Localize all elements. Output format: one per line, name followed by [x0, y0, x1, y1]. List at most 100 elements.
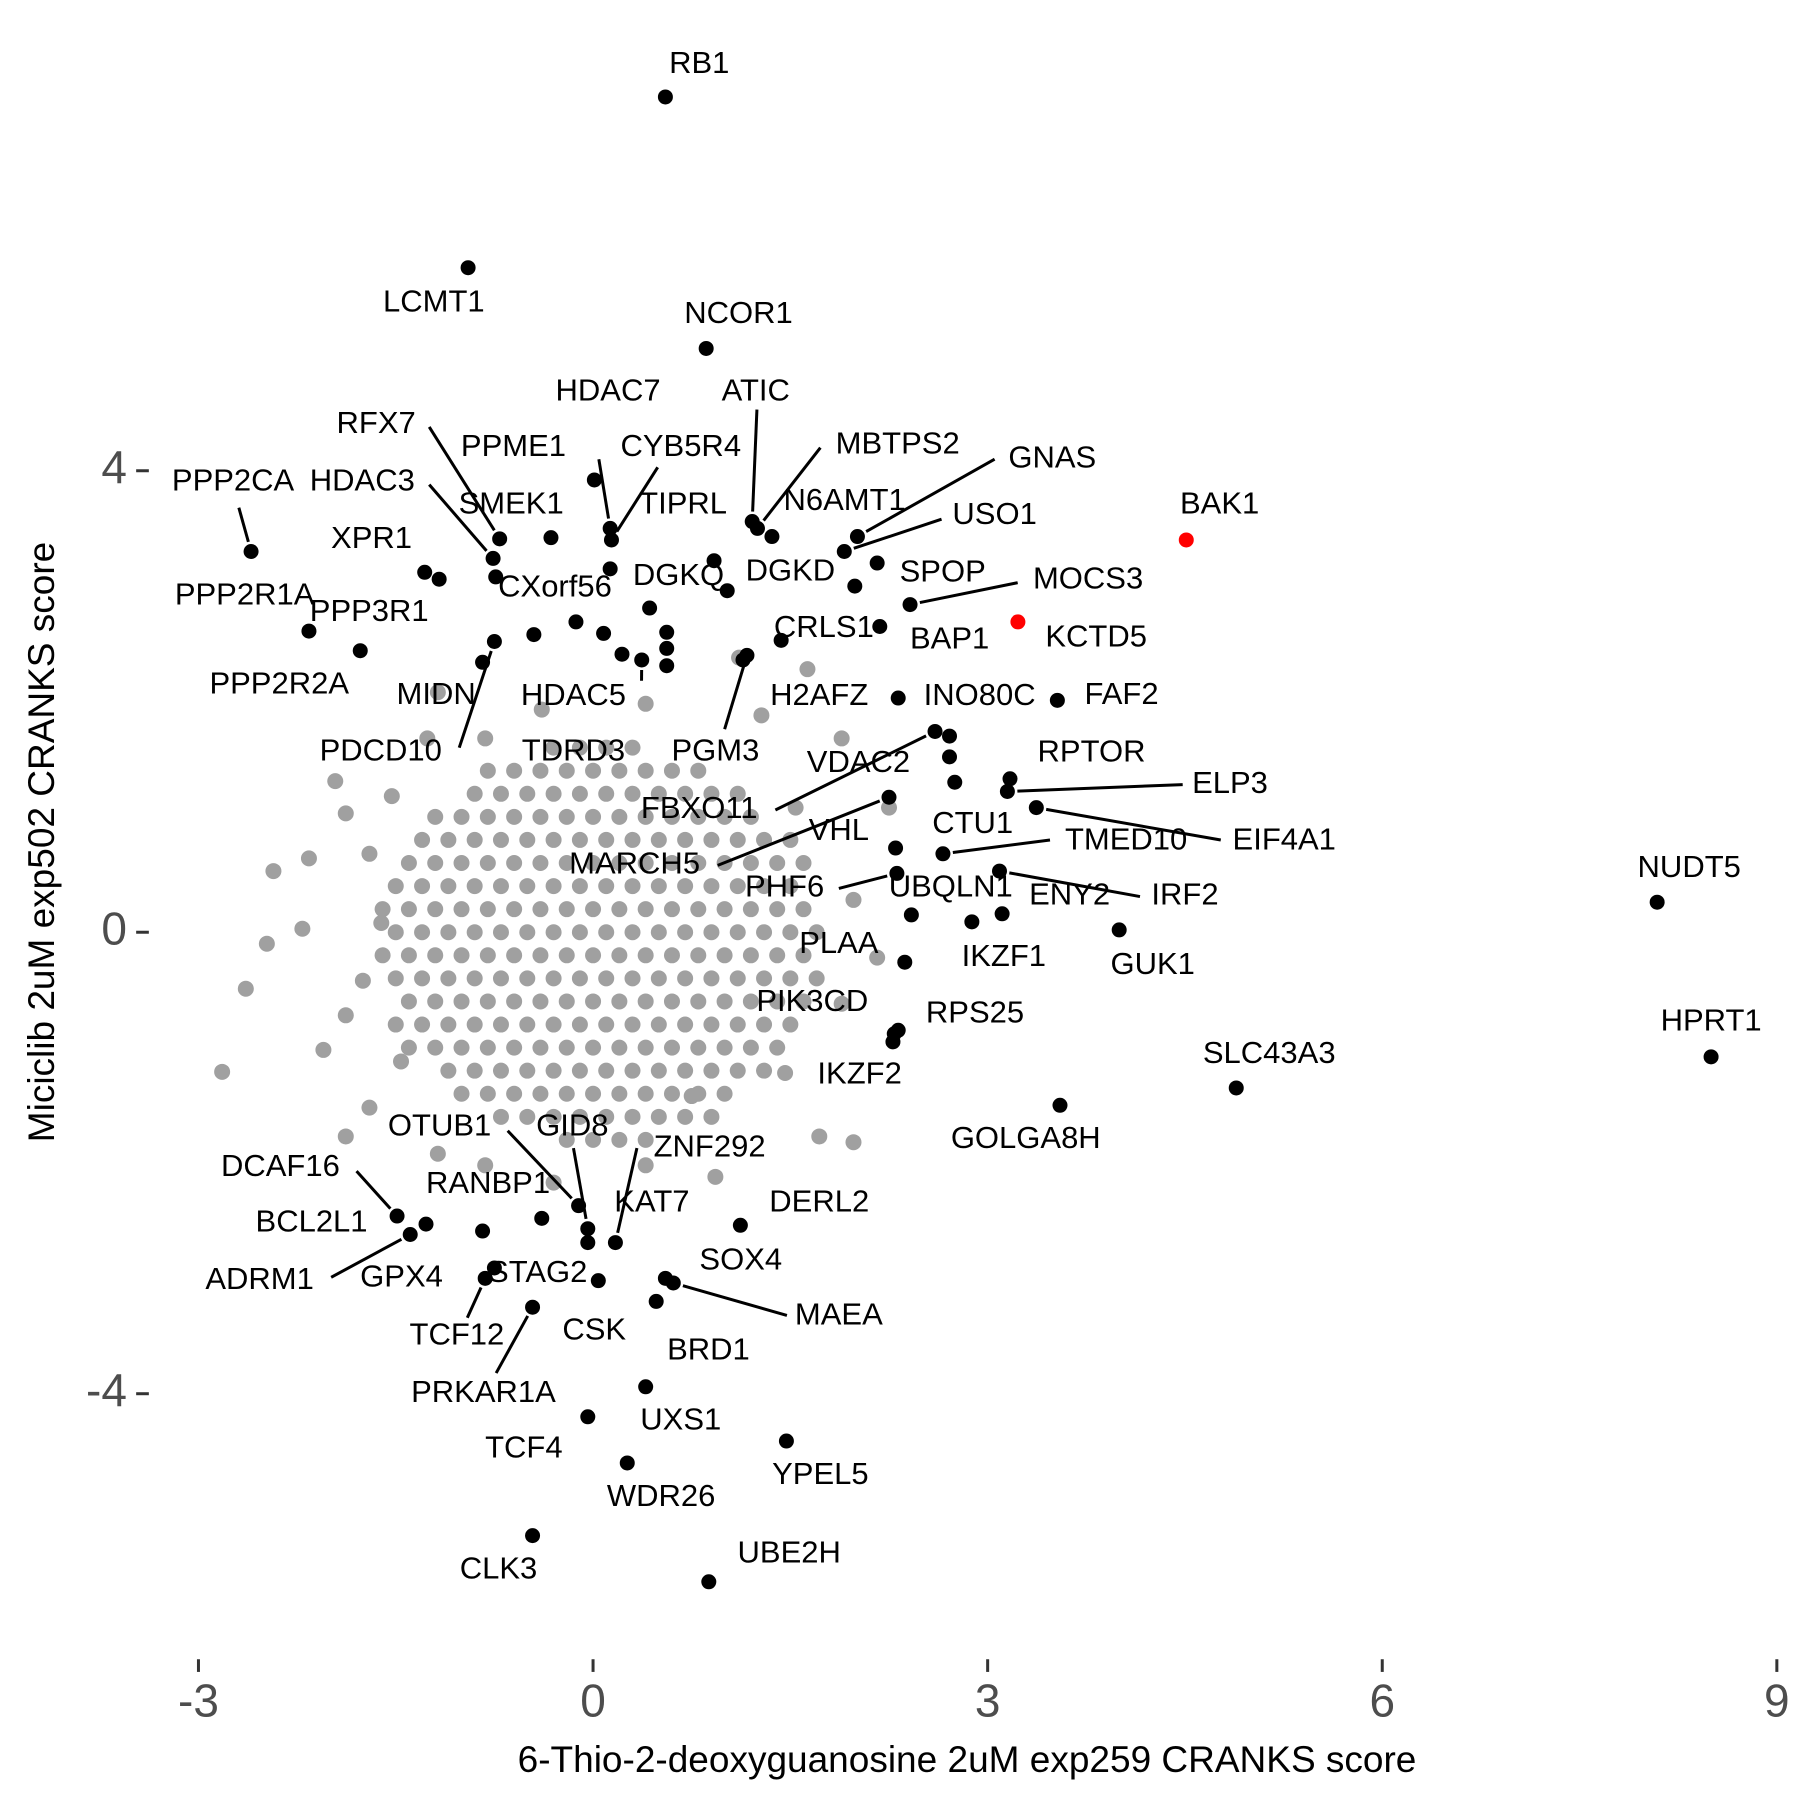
gene-point	[1178, 532, 1194, 548]
background-point	[571, 1016, 588, 1033]
gene-point	[460, 260, 476, 276]
background-point	[729, 970, 746, 987]
background-point	[611, 808, 628, 825]
gene-label: UBE2H	[738, 1534, 841, 1569]
background-point	[637, 947, 654, 964]
gene-label: HDAC7	[556, 372, 661, 407]
gene-label: TMED10	[1065, 821, 1187, 856]
leader-line	[853, 517, 943, 550]
background-point	[532, 808, 549, 825]
gene-label: FBXO11	[641, 790, 758, 825]
background-point	[400, 947, 417, 964]
gene-label: FAF2	[1084, 676, 1158, 711]
background-point	[703, 1108, 720, 1125]
background-point	[677, 970, 694, 987]
background-point	[479, 1085, 496, 1102]
background-point	[466, 831, 483, 848]
leader-line	[457, 650, 493, 749]
leader-line	[1009, 871, 1141, 899]
background-point	[742, 993, 759, 1010]
background-point	[769, 901, 786, 918]
background-point	[427, 993, 444, 1010]
gene-point	[642, 600, 658, 616]
gene-label: PPP2CA	[172, 462, 295, 497]
background-point	[571, 970, 588, 987]
background-point	[440, 831, 457, 848]
background-point	[650, 785, 667, 802]
background-point	[707, 1168, 724, 1185]
background-point	[690, 762, 707, 779]
leader-line	[615, 466, 659, 533]
gene-point	[732, 1217, 748, 1233]
gene-point	[1052, 1097, 1068, 1113]
background-point	[716, 808, 733, 825]
background-point	[571, 924, 588, 941]
gene-point	[659, 624, 675, 640]
gene-label: SPOP	[900, 554, 986, 589]
background-point	[440, 970, 457, 987]
background-point	[637, 855, 654, 872]
background-point	[440, 878, 457, 895]
background-point	[585, 762, 602, 779]
gene-point	[927, 723, 943, 739]
background-point	[598, 970, 615, 987]
gene-label: ELP3	[1192, 765, 1268, 800]
leader-line	[774, 734, 927, 812]
background-point	[427, 901, 444, 918]
background-point	[729, 831, 746, 848]
background-point	[545, 970, 562, 987]
gene-label: ADRM1	[205, 1261, 314, 1296]
gene-label: GID8	[536, 1107, 608, 1142]
background-point	[337, 1128, 354, 1145]
background-point	[506, 947, 523, 964]
background-point	[742, 947, 759, 964]
background-point	[545, 1108, 562, 1125]
gene-label: HDAC5	[521, 677, 626, 712]
gene-point	[897, 954, 913, 970]
gene-label: N6AMT1	[783, 482, 905, 517]
background-point	[799, 661, 816, 678]
background-point	[811, 1128, 828, 1145]
background-point	[492, 970, 509, 987]
gene-label: MARCH5	[569, 846, 700, 881]
leader-line	[427, 426, 496, 532]
background-point	[624, 1062, 641, 1079]
gene-point	[243, 544, 259, 560]
background-point	[479, 993, 496, 1010]
background-point	[453, 808, 470, 825]
gene-label: PPP3R1	[310, 593, 429, 628]
background-point	[782, 878, 799, 895]
gene-label: SOX4	[699, 1241, 782, 1276]
background-point	[598, 1108, 615, 1125]
background-point	[611, 1131, 628, 1148]
gene-point	[475, 1223, 491, 1239]
background-point	[833, 995, 850, 1012]
background-point	[506, 762, 523, 779]
gene-point	[648, 1293, 664, 1309]
background-point	[637, 1085, 654, 1102]
gene-point	[634, 652, 650, 668]
background-point	[477, 730, 494, 747]
gene-label: IRF2	[1151, 877, 1218, 912]
gene-point	[568, 614, 584, 630]
gene-label: SMEK1	[459, 486, 564, 521]
background-point	[663, 1085, 680, 1102]
gene-label: RPTOR	[1038, 734, 1146, 769]
background-point	[387, 924, 404, 941]
background-point	[690, 993, 707, 1010]
background-point	[611, 1085, 628, 1102]
gene-label: RFX7	[337, 405, 416, 440]
background-point	[466, 924, 483, 941]
background-point	[585, 993, 602, 1010]
x-tick-label: 3	[975, 1674, 1001, 1726]
leader-line	[355, 1170, 392, 1210]
gene-label: GUK1	[1110, 946, 1194, 981]
gene-label: BRD1	[667, 1331, 750, 1366]
leader-line	[506, 1129, 573, 1200]
y-tick-label: 4	[101, 441, 127, 493]
y-axis-title: Miciclib 2uM exp502 CRANKS score	[21, 542, 62, 1142]
background-point	[477, 1157, 494, 1174]
gene-label: WDR26	[607, 1478, 716, 1513]
gene-point	[659, 658, 675, 674]
